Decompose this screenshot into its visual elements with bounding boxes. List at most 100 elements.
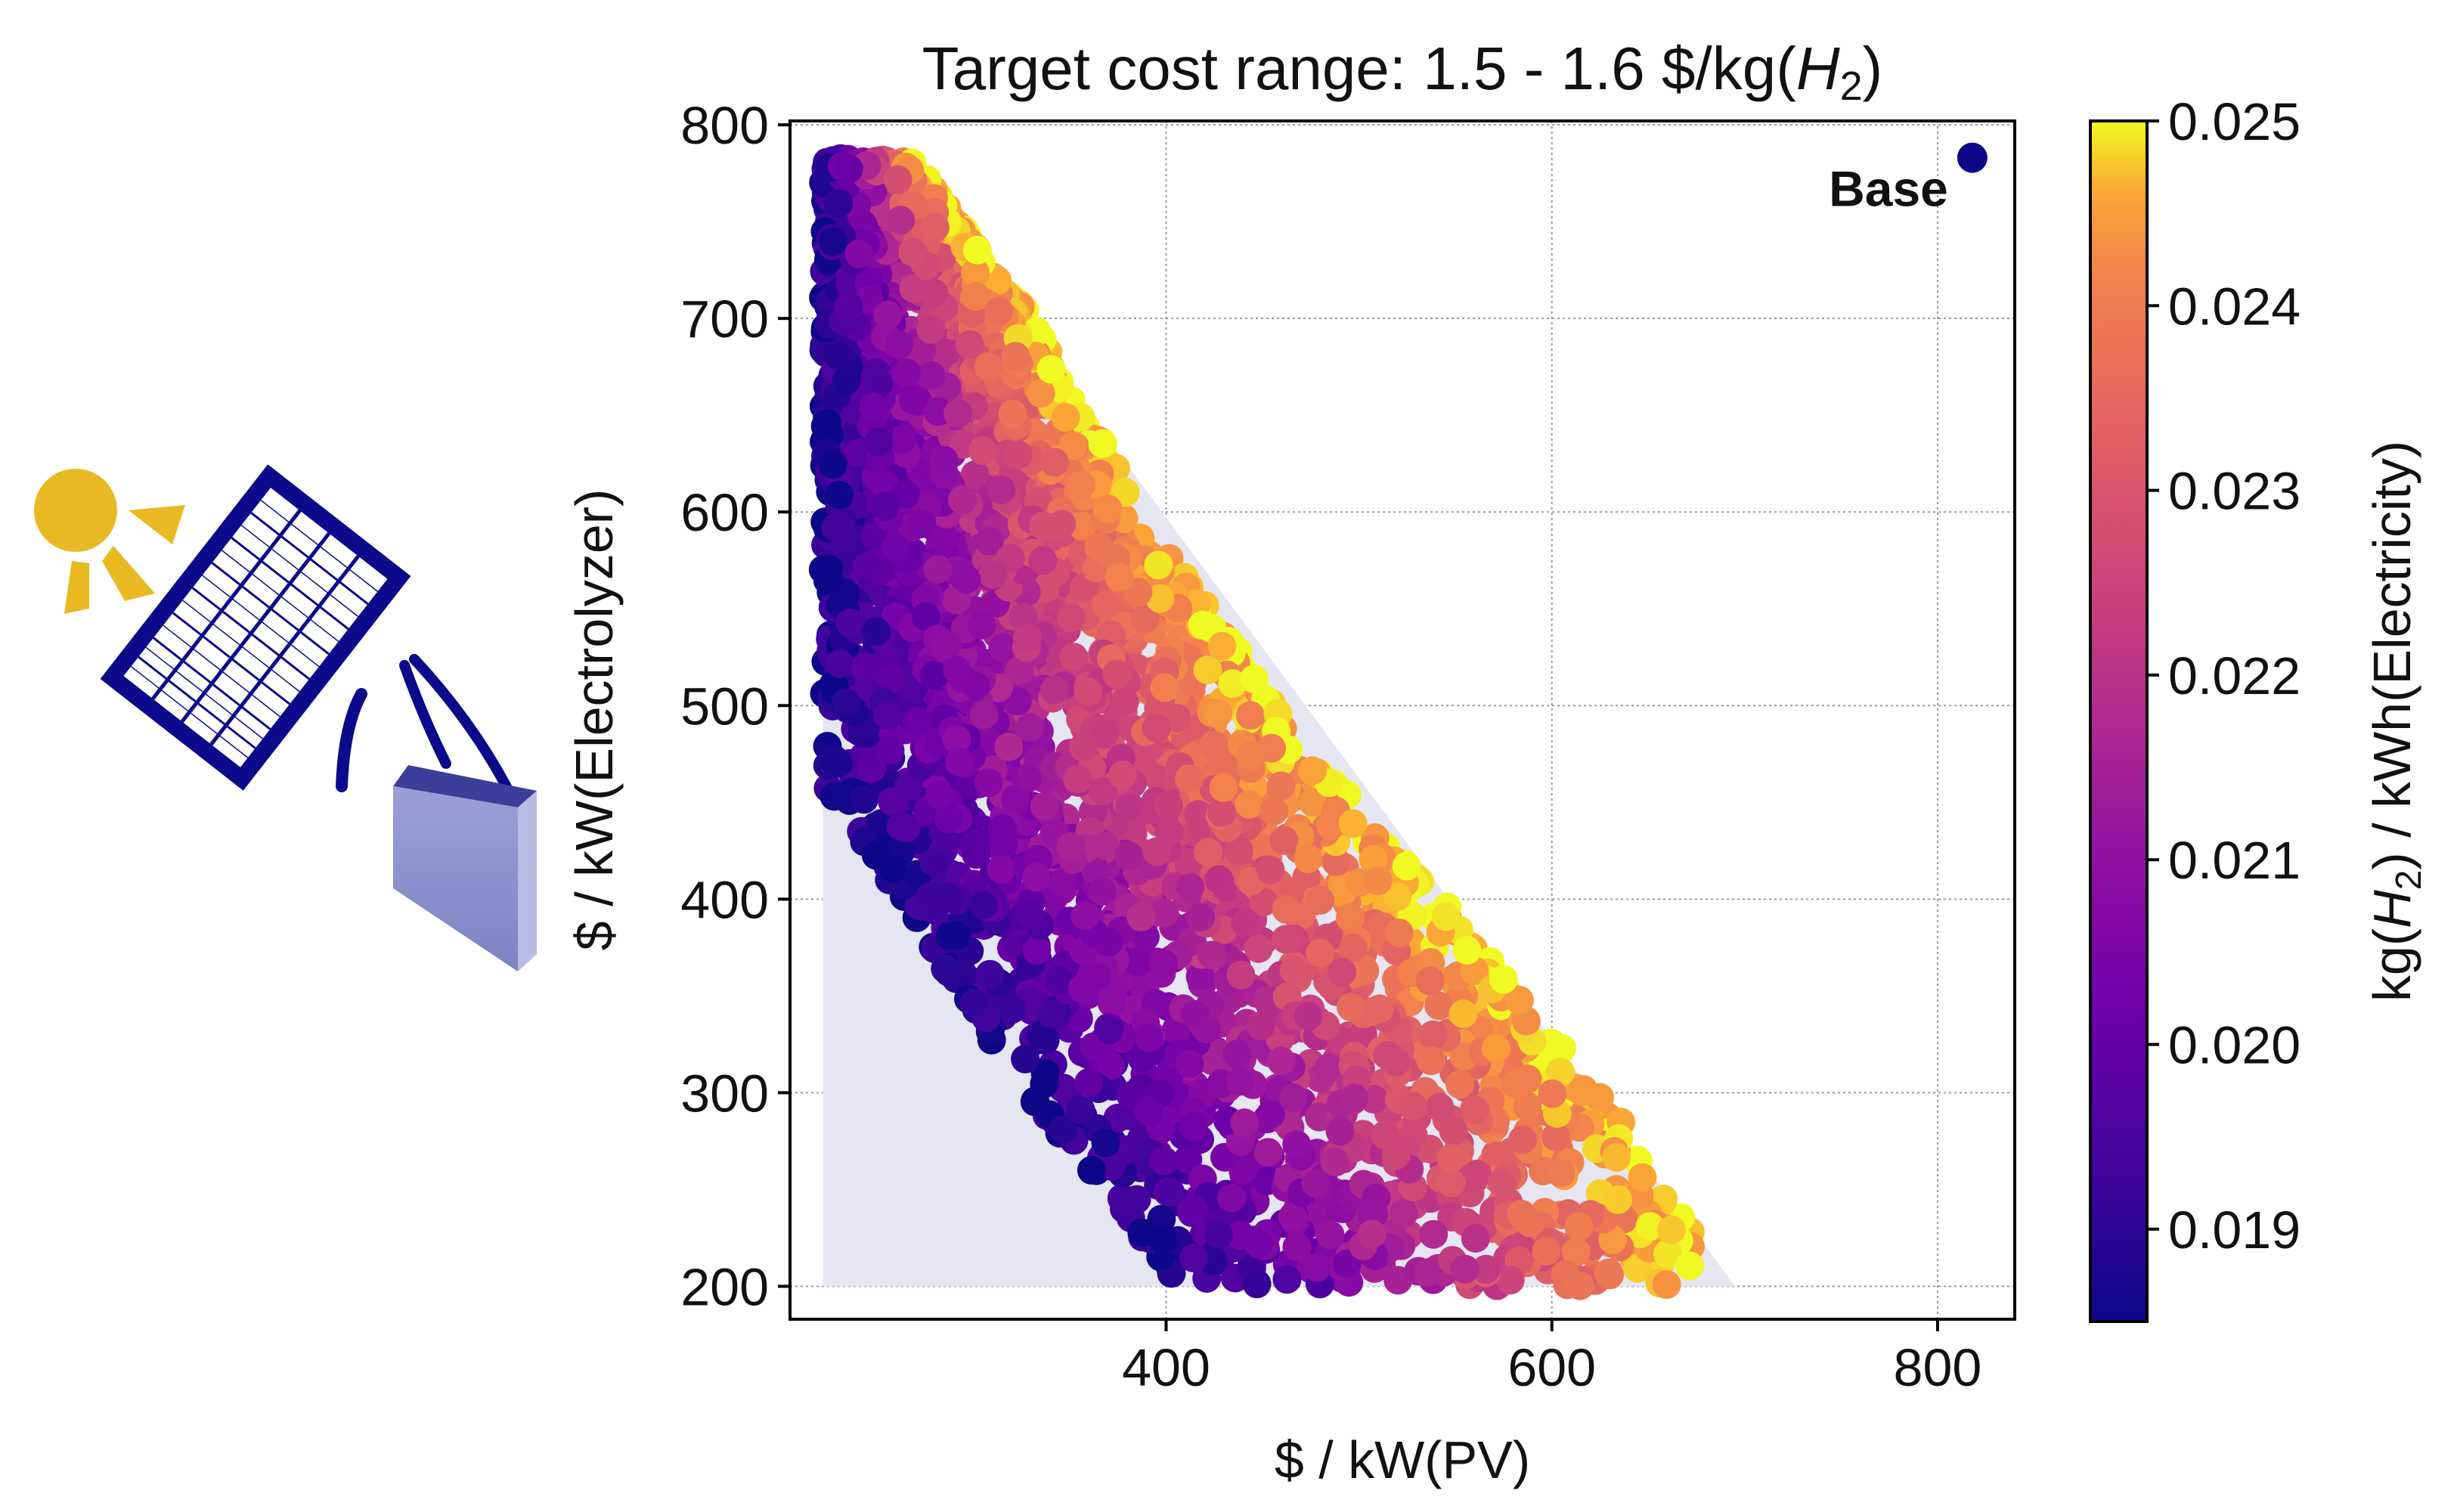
scatter-point <box>916 361 946 390</box>
scatter-point <box>1188 610 1217 640</box>
scatter-point <box>943 655 972 685</box>
scatter-point <box>1133 1097 1163 1126</box>
x-tick-label: 800 <box>1894 1338 1982 1397</box>
scatter-point <box>1282 1130 1312 1159</box>
scatter-point <box>1424 991 1454 1021</box>
scatter-point <box>1089 776 1118 806</box>
scatter-point <box>1279 1083 1308 1113</box>
scatter-point <box>1021 1086 1050 1116</box>
scatter-point <box>1383 882 1412 911</box>
scatter-point <box>884 330 913 359</box>
scatter-point <box>1096 1052 1126 1081</box>
scatter-point <box>1501 1070 1530 1099</box>
y-tick-label: 700 <box>680 290 769 349</box>
scatter-point <box>898 237 928 267</box>
scatter-point <box>857 754 887 783</box>
scatter-point <box>1564 1212 1594 1241</box>
scatter-point <box>911 602 940 631</box>
scatter-point <box>1269 826 1299 855</box>
scatter-point <box>878 854 907 884</box>
scatter-point <box>1210 752 1239 782</box>
scatter-point <box>1067 511 1097 541</box>
scatter-point <box>1278 1202 1307 1232</box>
scatter-point <box>929 445 959 475</box>
colorbar-label-prefix: kg( <box>2362 928 2421 1002</box>
scatter-point <box>1021 863 1051 892</box>
scatter-point <box>1056 603 1086 633</box>
scatter-points <box>808 144 1705 1300</box>
scatter-point <box>919 661 949 690</box>
scatter-point <box>1226 960 1256 990</box>
scatter-point <box>881 534 910 563</box>
scatter-point <box>823 748 853 778</box>
scatter-point <box>1222 1040 1252 1069</box>
scatter-point <box>1144 550 1173 580</box>
scatter-point <box>1142 837 1172 866</box>
scatter-point <box>987 814 1017 844</box>
scatter-point <box>1547 1033 1576 1063</box>
scatter-point <box>962 235 992 265</box>
scatter-point <box>1204 1220 1234 1250</box>
scatter-point <box>945 748 974 777</box>
scatter-point <box>1235 701 1265 730</box>
scatter-point <box>1246 1011 1275 1040</box>
scatter-point <box>1149 949 1179 978</box>
scatter-point <box>1328 957 1357 987</box>
scatter-point <box>1546 1158 1576 1188</box>
scatter-point <box>1538 1079 1567 1108</box>
scatter-point <box>1097 988 1126 1018</box>
scatter-point <box>1546 1058 1576 1087</box>
sun-icon <box>34 469 185 614</box>
scatter-point <box>1398 1092 1427 1121</box>
scatter-point <box>1338 809 1368 838</box>
scatter-point <box>863 369 893 398</box>
scatter-point <box>1179 1195 1209 1225</box>
scatter-point <box>1180 999 1210 1029</box>
colorbar-tick-label: 0.025 <box>2168 92 2301 151</box>
scatter-point <box>1271 925 1300 954</box>
scatter-point <box>1102 659 1132 689</box>
scatter-point <box>1022 935 1052 965</box>
scatter-point <box>1126 903 1156 932</box>
scatter-point <box>1298 756 1327 785</box>
scatter-point <box>823 340 853 370</box>
scatter-point <box>1015 900 1044 929</box>
scatter-point <box>1461 1224 1490 1253</box>
solar-panel-with-sun-and-battery-icon <box>34 464 537 971</box>
scatter-point <box>1130 604 1160 634</box>
scatter-point <box>886 206 916 235</box>
scatter-point <box>1040 675 1069 705</box>
scatter-point <box>1259 796 1288 826</box>
scatter-point <box>919 278 949 308</box>
scatter-point <box>1044 965 1074 995</box>
colorbar-tick-label: 0.023 <box>2168 462 2301 521</box>
scatter-point <box>1088 429 1117 458</box>
scatter-point <box>1565 1271 1594 1300</box>
scatter-point <box>872 700 902 730</box>
scatter-point <box>1298 788 1328 817</box>
scatter-point <box>1414 1258 1443 1287</box>
scatter-point <box>1256 1100 1285 1129</box>
battery-icon <box>393 765 537 971</box>
scatter-point <box>1320 1147 1349 1176</box>
scatter-point <box>813 565 842 595</box>
scatter-point <box>1359 844 1388 874</box>
base-annotation: Base <box>1829 161 1948 217</box>
scatter-point <box>1448 999 1478 1028</box>
scatter-point <box>961 282 990 311</box>
scatter-point <box>1445 1070 1474 1099</box>
scatter-point <box>1092 590 1121 619</box>
scatter-point <box>1066 1095 1095 1124</box>
scatter-point <box>891 479 920 509</box>
scatter-point <box>1282 1232 1312 1262</box>
scatter-point <box>1373 1041 1402 1070</box>
scatter-point <box>1110 1187 1139 1216</box>
scatter-point <box>961 258 990 287</box>
scatter-point <box>1495 1266 1525 1295</box>
scatter-point <box>955 330 984 359</box>
scatter-point <box>1244 1229 1273 1259</box>
scatter-point <box>1003 440 1033 469</box>
scatter-point <box>1105 562 1134 592</box>
chart-title-math: H <box>1796 35 1840 102</box>
colorbar-tick-label: 0.020 <box>2168 1016 2301 1075</box>
